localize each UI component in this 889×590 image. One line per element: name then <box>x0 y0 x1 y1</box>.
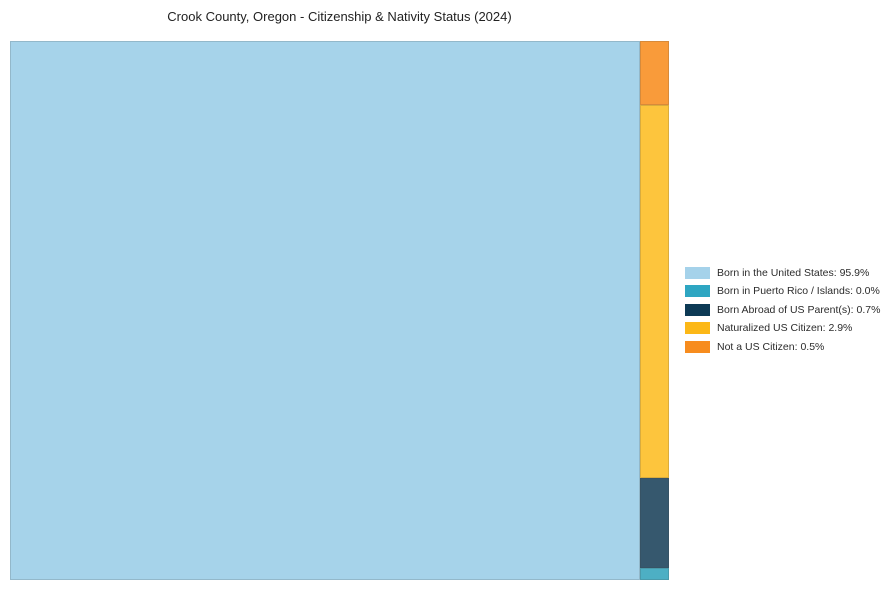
legend-label-born-in-us: Born in the United States: 95.9% <box>717 267 870 279</box>
legend-item-born-in-puerto-rico-islands[interactable]: Born in Puerto Rico / Islands: 0.0% <box>685 285 880 298</box>
treemap-cell-born-abroad-of-us-parents[interactable] <box>640 478 669 568</box>
legend: Born in the United States: 95.9% Born in… <box>685 267 880 359</box>
treemap-cell-naturalized-us-citizen[interactable] <box>640 105 669 478</box>
chart-title: Crook County, Oregon - Citizenship & Nat… <box>167 9 512 24</box>
legend-item-born-abroad-of-us-parents[interactable]: Born Abroad of US Parent(s): 0.7% <box>685 303 881 316</box>
legend-swatch-born-in-us <box>685 267 710 279</box>
legend-label-born-abroad-of-us-parents: Born Abroad of US Parent(s): 0.7% <box>717 303 881 316</box>
legend-swatch-born-in-puerto-rico-islands <box>685 285 710 298</box>
legend-swatch-born-abroad-of-us-parents <box>685 303 710 316</box>
legend-swatch-naturalized-us-citizen <box>685 322 710 335</box>
treemap-cell-not-a-us-citizen[interactable] <box>640 41 669 105</box>
legend-item-naturalized-us-citizen[interactable]: Naturalized US Citizen: 2.9% <box>685 322 880 335</box>
legend-item-not-a-us-citizen[interactable]: Not a US Citizen: 0.5% <box>685 340 880 353</box>
legend-label-born-in-puerto-rico-islands: Born in Puerto Rico / Islands: 0.0% <box>717 285 880 298</box>
legend-item-born-in-us[interactable]: Born in the United States: 95.9% <box>685 267 880 279</box>
treemap-cell-born-in-puerto-rico-islands[interactable] <box>640 568 669 580</box>
legend-label-not-a-us-citizen: Not a US Citizen: 0.5% <box>717 340 825 353</box>
treemap-cell-born-in-us[interactable] <box>10 41 640 580</box>
legend-swatch-not-a-us-citizen <box>685 340 710 353</box>
legend-label-naturalized-us-citizen: Naturalized US Citizen: 2.9% <box>717 322 853 335</box>
